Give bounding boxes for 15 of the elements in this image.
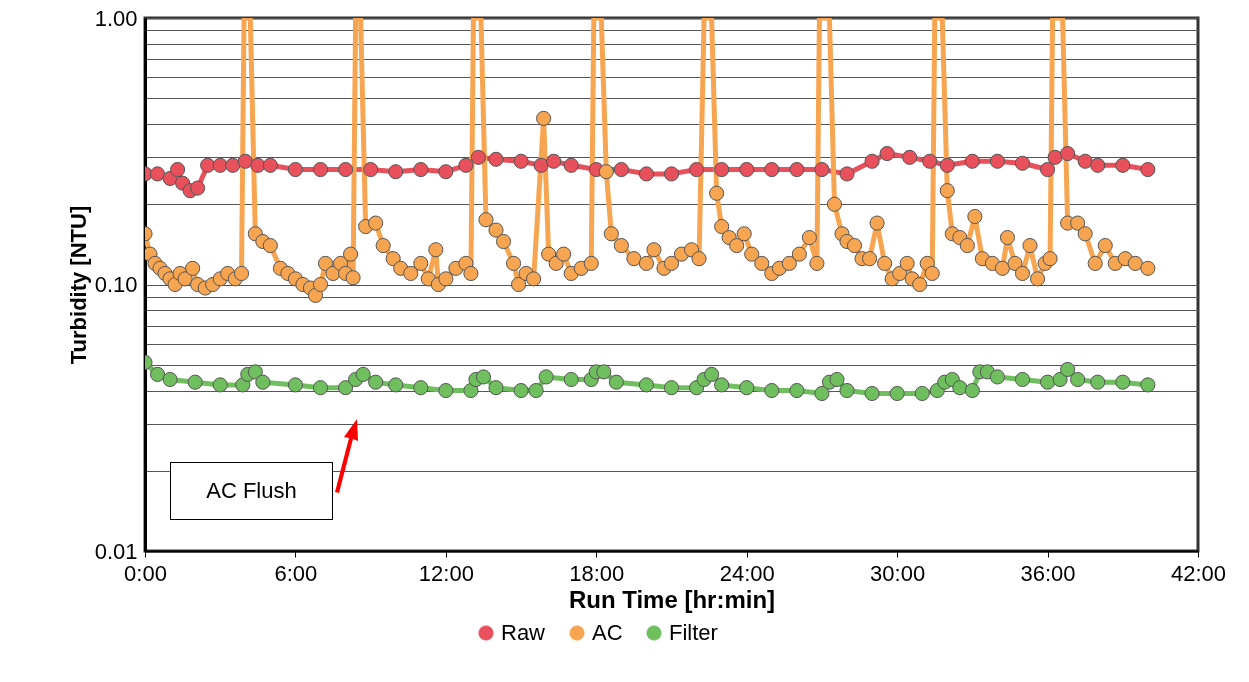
x-tick-label: 36:00: [1020, 560, 1076, 586]
y-axis-title: Turbidity [NTU]: [65, 205, 91, 365]
x-tick-label: 24:00: [719, 560, 775, 586]
x-tick-label: 42:00: [1170, 560, 1227, 586]
y-tick-label: 0.10: [94, 272, 138, 297]
x-tick-label: 12:00: [418, 560, 474, 586]
y-tick-label: 1.00: [94, 5, 138, 31]
legend-label: Filter: [669, 620, 718, 645]
x-tick-label: 30:00: [870, 560, 926, 586]
callout-box: AC Flush: [170, 462, 333, 520]
x-tick-label: 18:00: [569, 560, 625, 586]
x-tick-label: 6:00: [274, 560, 318, 586]
legend-label: AC: [592, 620, 623, 645]
legend-label: Raw: [501, 620, 546, 645]
x-axis-title: Run Time [hr:min]: [568, 585, 776, 613]
